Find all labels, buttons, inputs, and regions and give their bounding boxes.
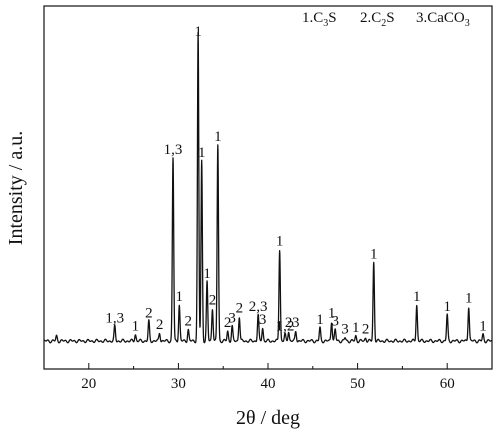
peak-label: 2,3 <box>249 299 268 315</box>
legend-entry-caco3: 3.CaCO3 <box>416 10 470 29</box>
peak-label: 2 <box>145 305 153 321</box>
x-tick-label: 50 <box>350 376 365 392</box>
peak-label: 1 <box>328 305 336 321</box>
peak-label: 1 <box>413 289 421 305</box>
peak-label: 2 <box>185 314 193 330</box>
peak-label: 2 <box>224 315 232 331</box>
x-tick-label: 60 <box>440 376 455 392</box>
peak-label: 2 <box>156 317 164 333</box>
peak-label: 2 <box>209 292 217 308</box>
x-axis-title: 2θ / deg <box>236 407 300 429</box>
xrd-pattern-line <box>43 31 493 344</box>
x-tick-label: 20 <box>81 376 96 392</box>
peak-label: 3 <box>341 322 349 338</box>
peak-label: 1,2 <box>276 318 295 334</box>
peak-label: 2 <box>362 322 370 338</box>
peak-label: 2 <box>285 315 293 331</box>
peak-label: 1 <box>316 312 324 328</box>
x-axis-ticks: 20 30 40 50 60 <box>43 363 493 392</box>
peak-label: 1 <box>194 24 202 40</box>
peak-label: 3 <box>331 314 339 330</box>
legend-entry-c3s: 1.C3S <box>302 10 337 29</box>
x-tick-label: 40 <box>261 376 276 392</box>
peak-label: 3 <box>292 315 300 331</box>
y-axis-title: Intensity / a.u. <box>5 131 27 245</box>
legend-entry-c2s: 2.C2S <box>360 10 395 29</box>
peak-label: 1 <box>198 145 206 161</box>
peak-label: 1,3 <box>105 310 124 326</box>
peak-label: 1 <box>479 318 487 334</box>
peak-label: 1 <box>352 320 360 336</box>
x-tick-label: 30 <box>171 376 186 392</box>
peak-label: 1 <box>214 129 222 145</box>
peak-label: 1 <box>370 247 378 263</box>
peak-label: 1 <box>176 289 184 305</box>
peak-label: 1 <box>443 299 451 315</box>
peak-label: 3 <box>228 310 236 326</box>
peak-label: 1 <box>276 233 284 249</box>
peak-label: 1 <box>465 291 473 307</box>
peak-label: 3 <box>259 312 267 328</box>
peak-label: 1,3 <box>164 142 183 158</box>
peak-label: 1 <box>132 318 140 334</box>
peak-label: 1 <box>203 266 211 282</box>
plot-area <box>43 31 493 344</box>
peak-label: 2 <box>236 300 244 316</box>
